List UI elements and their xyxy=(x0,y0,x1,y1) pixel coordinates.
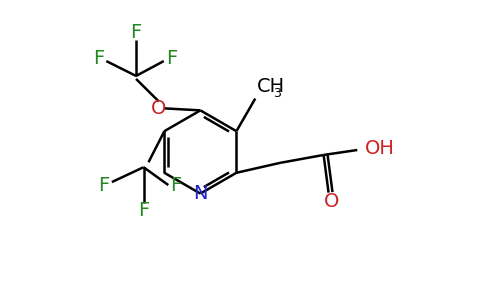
Text: F: F xyxy=(166,49,177,68)
Text: CH: CH xyxy=(257,76,286,96)
Text: F: F xyxy=(130,23,142,42)
Text: OH: OH xyxy=(365,139,395,158)
Text: F: F xyxy=(98,176,109,194)
Text: 3: 3 xyxy=(273,87,281,100)
Text: F: F xyxy=(93,49,104,68)
Text: F: F xyxy=(171,176,182,194)
Text: F: F xyxy=(138,201,149,220)
Text: O: O xyxy=(324,192,339,211)
Text: O: O xyxy=(151,99,166,118)
Text: N: N xyxy=(193,184,208,203)
